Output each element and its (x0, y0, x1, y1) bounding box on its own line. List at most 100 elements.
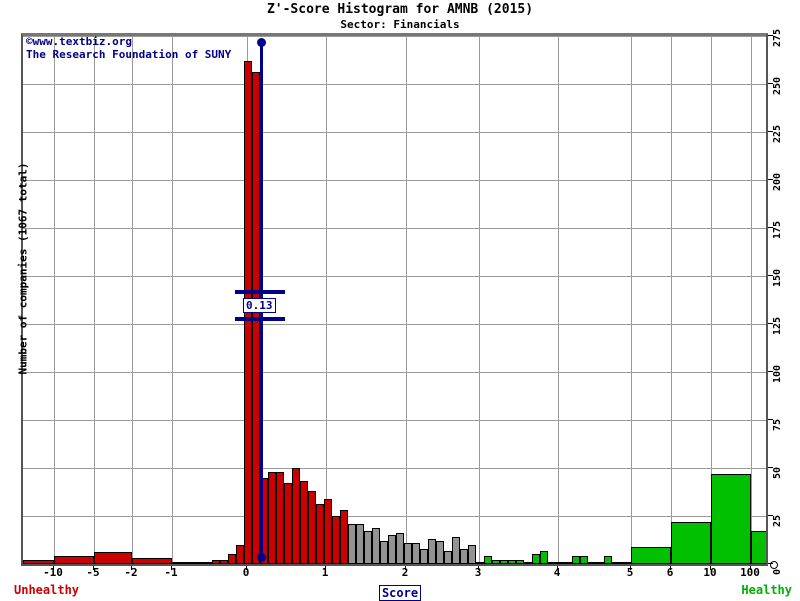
y-tick-mark (768, 131, 773, 132)
y-gridline (23, 228, 766, 229)
histogram-bar (412, 542, 420, 564)
histogram-bar (500, 560, 508, 564)
y-gridline (23, 468, 766, 469)
page-title: Z'-Score Histogram for AMNB (2015) (266, 2, 534, 17)
y-tick-mark (768, 83, 773, 84)
histogram-bar (572, 556, 580, 564)
histogram-bar (711, 473, 751, 564)
histogram-bar (324, 498, 332, 564)
histogram-bar (588, 562, 596, 564)
y-tick-label: 50 (772, 466, 783, 479)
x-tick-label: 4 (553, 566, 561, 579)
x-axis-label-text: Score (378, 585, 422, 601)
credits-text: ©www.textbiz.org The Research Foundation… (26, 35, 232, 61)
x-tick-mark (710, 566, 711, 570)
histogram-bar (236, 544, 244, 564)
x-gridline (751, 36, 752, 564)
y-tick-label: 275 (772, 28, 783, 47)
x-gridline (558, 36, 559, 564)
x-gridline (671, 36, 672, 564)
histogram-bar (476, 562, 484, 564)
histogram-bar (580, 556, 588, 564)
x-tick-mark (131, 566, 132, 570)
histogram-bar (604, 556, 612, 564)
x-gridline (54, 36, 55, 564)
histogram-bar (452, 537, 460, 564)
x-tick-label: 10 (703, 566, 717, 579)
histogram-bar (188, 562, 196, 564)
histogram-bar (356, 523, 364, 564)
y-tick-label: 150 (772, 268, 783, 287)
histogram-bar (172, 562, 188, 564)
x-gridline (479, 36, 480, 564)
y-tick-mark (768, 227, 773, 228)
x-tick-mark (171, 566, 172, 570)
histogram-bar (308, 491, 316, 564)
y-tick-mark (768, 371, 773, 372)
histogram-bar (364, 531, 372, 564)
x-tick-label: -1 (164, 566, 178, 579)
histogram-bar (23, 560, 54, 564)
x-tick-label: 1 (321, 566, 329, 579)
x-tick-mark (93, 566, 94, 570)
histogram-bar (388, 535, 396, 564)
histogram-bar (564, 562, 572, 564)
y-gridline (23, 324, 766, 325)
histogram-bar (220, 560, 228, 564)
histogram-bar (396, 533, 404, 564)
y-tick-mark (768, 419, 773, 420)
histogram-bar (420, 548, 428, 564)
x-tick-label: -5 (86, 566, 100, 579)
x-tick-label: 5 (626, 566, 634, 579)
y-tick-label: 75 (772, 418, 783, 431)
y-gridline (23, 420, 766, 421)
x-tick-label: 0 (242, 566, 250, 579)
histogram-bar (404, 542, 412, 564)
histogram-bar (300, 481, 308, 564)
y-gridline (23, 372, 766, 373)
x-gridline (94, 36, 95, 564)
x-tick-label: 3 (474, 566, 482, 579)
histogram-bar (276, 471, 284, 564)
histogram-bar (468, 544, 476, 564)
y-tick-label: 100 (772, 364, 783, 383)
y-tick-mark (768, 179, 773, 180)
x-tick-mark (478, 566, 479, 570)
histogram-bar (620, 562, 628, 564)
histogram-bar (631, 546, 671, 564)
y-tick-mark (768, 467, 773, 468)
histogram-bar (524, 562, 532, 564)
histogram-bar (372, 527, 380, 564)
y-tick-mark (768, 515, 773, 516)
histogram-bar (444, 550, 452, 564)
histogram-bar (316, 504, 324, 564)
y-tick-label: 175 (772, 220, 783, 239)
histogram-bar (54, 556, 94, 564)
histogram-bar (596, 562, 604, 564)
histogram-bar (428, 539, 436, 564)
x-axis-label: Score (0, 582, 800, 601)
y-tick-mark (768, 323, 773, 324)
x-tick-mark (246, 566, 247, 570)
histogram-bar (348, 523, 356, 564)
chart-subtitle: Sector: Financials (340, 18, 460, 31)
x-tick-label: 6 (666, 566, 674, 579)
histogram-bar (284, 483, 292, 564)
x-gridline (132, 36, 133, 564)
histogram-bar (460, 548, 468, 564)
unhealthy-label: Unhealthy (14, 583, 80, 597)
histogram-bar (332, 516, 340, 564)
histogram-bar (484, 556, 492, 564)
x-tick-mark (670, 566, 671, 570)
healthy-label: Healthy (741, 583, 792, 597)
histogram-bar (204, 562, 212, 564)
y-gridline (23, 36, 766, 37)
x-gridline (172, 36, 173, 564)
y-tick-label: 200 (772, 172, 783, 191)
y-tick-mark (768, 563, 773, 564)
histogram-bar (380, 540, 388, 564)
histogram-bar (292, 468, 300, 564)
y-gridline (23, 132, 766, 133)
y-tick-mark (768, 35, 773, 36)
